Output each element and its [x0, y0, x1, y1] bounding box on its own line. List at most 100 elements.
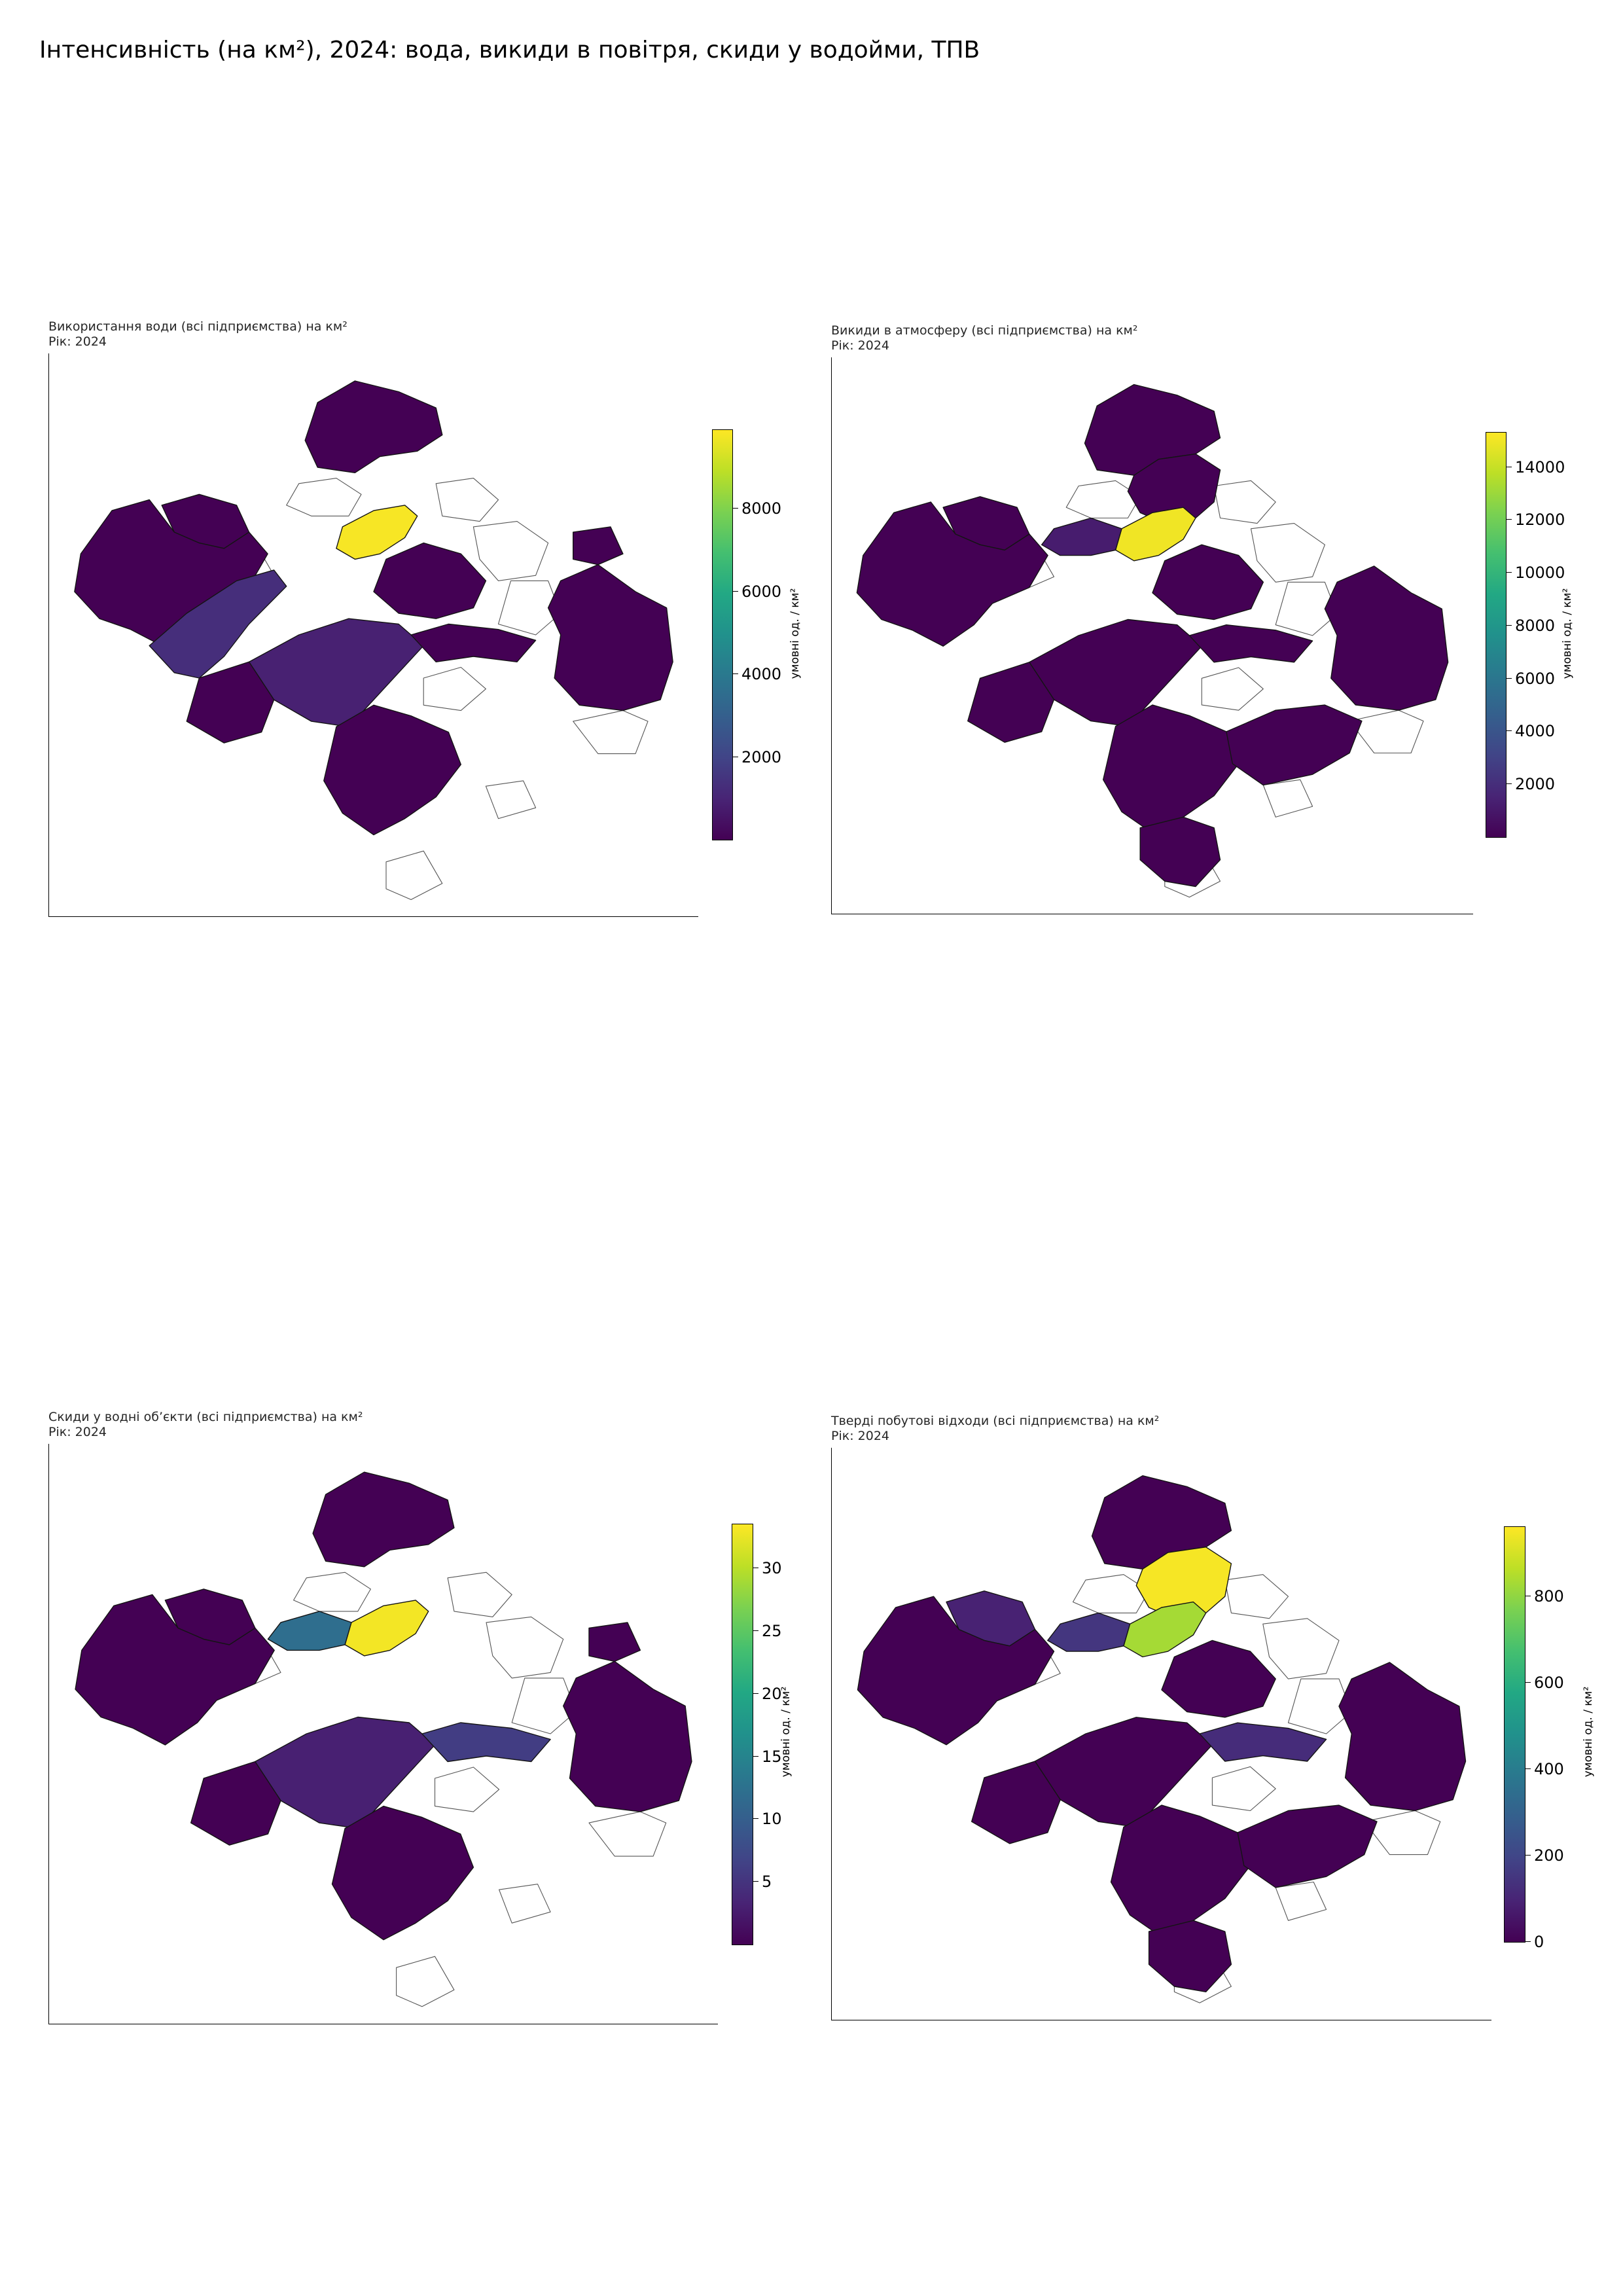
colorbar-water-label: умовні од. / км² — [789, 588, 802, 679]
colorbar-tick-label: 14000 — [1515, 457, 1565, 476]
district-east-big — [1324, 565, 1449, 711]
district-center-east-strip — [1188, 624, 1313, 663]
colorbar-tick-label: 200 — [1534, 1846, 1564, 1865]
colorbar-tick-mark — [1525, 1854, 1531, 1856]
district-west-south — [967, 662, 1055, 743]
district-south-tip — [1148, 1920, 1232, 1992]
colorbar-discharge: 5 10 15 20 25 30 — [732, 1524, 782, 1945]
colorbar-tick-label: 800 — [1534, 1587, 1564, 1605]
district-central-south — [255, 1716, 436, 1829]
district-no-data — [497, 580, 562, 636]
district-no-data — [1262, 1618, 1340, 1679]
district-north-top — [304, 380, 443, 473]
colorbar-msw: 0 200 400 600 800 — [1504, 1526, 1564, 1950]
map-axes-air — [831, 357, 1473, 914]
colorbar-tick-mark — [1506, 519, 1512, 520]
colorbar-water: 2000 4000 6000 8000 — [712, 429, 781, 840]
colorbar-tick-label: 25 — [762, 1621, 782, 1640]
district-no-data — [588, 1811, 667, 1857]
district-no-data — [1211, 1766, 1276, 1812]
figure-title: Інтенсивність (на км²), 2024: вода, вики… — [39, 37, 980, 63]
colorbar-tick-label: 2000 — [741, 747, 782, 766]
map-discharge — [75, 1471, 692, 2007]
district-no-data — [511, 1677, 577, 1734]
district-center-east — [1161, 1640, 1276, 1718]
colorbar-tick-label: 6000 — [1515, 669, 1556, 688]
district-no-data — [1224, 1574, 1289, 1619]
district-center-north — [344, 1600, 429, 1657]
district-no-data — [293, 1571, 371, 1612]
district-east-small — [573, 526, 624, 565]
district-north-west-center — [1047, 1612, 1131, 1652]
colorbar-tick-mark — [1525, 1681, 1531, 1683]
district-south-center — [331, 1805, 474, 1941]
colorbar-msw-label: умовні од. / км² — [1582, 1686, 1595, 1778]
panel-air-title-text: Викиди в атмосферу (всі підприємства) на… — [831, 323, 1138, 338]
district-west-big — [857, 1596, 1055, 1746]
district-no-data — [1275, 581, 1338, 636]
map-msw — [857, 1475, 1467, 2003]
colorbar-tick-label: 20 — [762, 1684, 782, 1703]
panel-discharge-title: Скиди у водні об’єкти (всі підприємства)… — [48, 1410, 363, 1440]
district-south-tip — [1139, 816, 1221, 888]
district-center-north — [1115, 507, 1196, 562]
colorbar-tick-label: 10 — [762, 1810, 782, 1829]
colorbar-tick-mark — [1506, 783, 1512, 785]
district-no-data — [286, 478, 362, 516]
colorbar-tick-mark — [753, 1630, 758, 1631]
district-center-east-strip — [421, 1722, 551, 1763]
colorbar-tick-mark — [753, 1818, 758, 1820]
colorbar-tick-label: 30 — [762, 1559, 782, 1578]
district-no-data — [1349, 709, 1424, 754]
district-east-big — [547, 564, 673, 711]
panel-water-year: Рік: 2024 — [48, 334, 107, 349]
district-no-data — [423, 666, 486, 711]
panel-msw-year: Рік: 2024 — [831, 1429, 890, 1443]
district-east-small — [588, 1622, 641, 1662]
district-no-data — [1072, 1574, 1150, 1613]
colorbar-tick-mark — [753, 1693, 758, 1694]
district-no-data — [435, 478, 499, 522]
map-axes-discharge — [48, 1444, 718, 2024]
district-no-data — [486, 1616, 564, 1679]
colorbar-tick-mark — [732, 590, 738, 592]
district-center-north — [336, 505, 418, 560]
district-center-east-strip — [410, 623, 537, 662]
colorbar-tick-mark — [1506, 572, 1512, 573]
district-central-south — [1029, 619, 1202, 727]
district-south-center — [1103, 704, 1240, 834]
colorbar-tick-label: 5 — [762, 1873, 772, 1892]
panel-air-title: Викиди в атмосферу (всі підприємства) на… — [831, 323, 1138, 353]
district-west-upper — [164, 1588, 256, 1645]
colorbar-air-gradient — [1486, 433, 1506, 837]
colorbar-discharge-gradient — [732, 1524, 753, 1945]
panel-air-year: Рік: 2024 — [831, 338, 890, 353]
district-center-east — [1152, 544, 1264, 620]
colorbar-tick-mark — [753, 1755, 758, 1757]
district-west-south — [971, 1761, 1061, 1844]
colorbar-tick-label: 4000 — [1515, 722, 1556, 741]
district-no-data — [1250, 523, 1325, 583]
map-water — [74, 380, 673, 901]
district-no-data — [1364, 1810, 1441, 1856]
district-central-south — [248, 618, 424, 728]
district-east-big — [1338, 1662, 1467, 1812]
district-no-data — [385, 850, 443, 901]
colorbar-tick-label: 6000 — [741, 582, 782, 601]
district-north-west-center — [267, 1611, 352, 1651]
district-west-strip — [149, 569, 287, 679]
colorbar-tick-mark — [1525, 1941, 1531, 1942]
district-west-big — [75, 1594, 275, 1746]
panel-water-title-text: Використання води (всі підприємства) на … — [48, 319, 348, 334]
district-south-center — [323, 704, 461, 836]
district-no-data — [1213, 480, 1276, 524]
district-no-data — [1262, 779, 1313, 817]
colorbar-tick-label: 400 — [1534, 1759, 1564, 1778]
district-central-south — [1034, 1717, 1213, 1828]
colorbar-msw-gradient — [1505, 1527, 1525, 1942]
district-south-east — [1237, 1804, 1378, 1888]
colorbar-tick-label: 15 — [762, 1747, 782, 1766]
map-air — [856, 384, 1449, 898]
district-center-north — [1123, 1601, 1207, 1658]
colorbar-tick-label: 8000 — [741, 499, 782, 518]
